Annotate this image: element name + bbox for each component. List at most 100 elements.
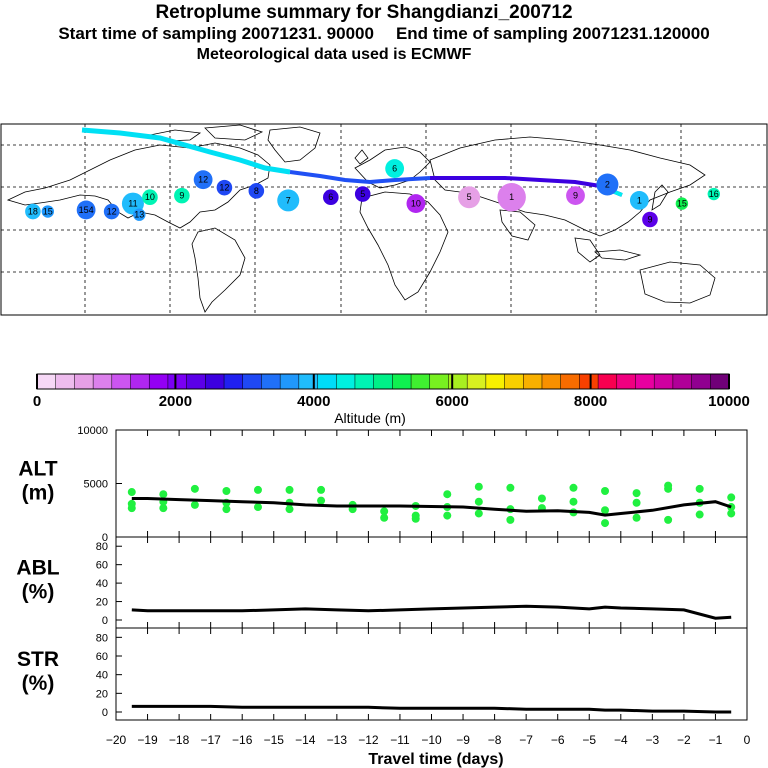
panel-alt: 0 5000 10000 ALT(m): [18, 425, 748, 544]
colorbar-swatch: [335, 373, 356, 390]
alt-point: [664, 515, 673, 524]
plume-number: 8: [254, 186, 259, 196]
alt-point: [632, 489, 641, 498]
panel-frame: [115, 536, 748, 629]
x-tick-label: −20: [106, 733, 127, 747]
colorbar-swatch: [579, 373, 599, 390]
colorbar-swatch: [560, 373, 580, 390]
plume-marker: 1: [629, 191, 649, 210]
plume-circle: [216, 179, 233, 196]
sampling-time-line: Start time of sampling 20071231. 90000 En…: [0, 24, 768, 44]
plume-marker: 1: [497, 183, 526, 212]
x-tick-label: −12: [358, 733, 379, 747]
alt-point: [474, 482, 483, 491]
alt-point: [506, 483, 515, 492]
plume-circle: [41, 205, 55, 218]
met-data-label: Meteorological data used is ECMWF: [196, 46, 472, 63]
map-frame: [0, 123, 768, 316]
abl-line: [131, 604, 732, 620]
alt-point: [380, 507, 389, 516]
plume-number: 11: [128, 199, 137, 209]
panel-abl: 0 20 40 60 80 ABL(%): [16, 536, 748, 629]
colorbar-swatch: [148, 373, 169, 390]
colorbar-swatch: [92, 373, 113, 390]
colorbar-swatch: [205, 373, 225, 390]
plume-circle: [174, 187, 190, 204]
plume-circle: [642, 211, 658, 228]
colorbar-swatch: [55, 373, 75, 390]
y-tick-label: 0: [102, 532, 108, 544]
colorbar-swatch: [74, 373, 94, 390]
x-tick-label: −3: [646, 733, 660, 747]
y-axis-label: (m): [22, 482, 55, 505]
plume-number: 5: [467, 192, 472, 202]
plume-marker: 9: [642, 211, 658, 228]
alt-point: [380, 513, 389, 522]
alt-point: [222, 486, 231, 495]
alt-point: [317, 485, 326, 494]
plume-marker: 13: [133, 208, 146, 221]
plume-marker: 154: [76, 200, 96, 220]
plume-number: 15: [43, 207, 53, 217]
alt-point: [222, 505, 231, 514]
colorbar-swatch: [167, 373, 188, 390]
plume-marker: 12: [103, 203, 120, 220]
y-tick-label: 80: [96, 632, 108, 644]
colorbar-tick-label: 2000: [159, 393, 192, 410]
colorbar-swatch: [223, 373, 244, 390]
plume-number: 10: [411, 199, 421, 209]
x-tick-label: −15: [264, 733, 285, 747]
x-tick-label: −5: [582, 733, 596, 747]
colorbar-label: Altitude (m): [334, 410, 406, 426]
alt-point: [695, 510, 704, 519]
y-axis-label: ALT: [18, 458, 57, 481]
x-tick-label: −11: [390, 733, 410, 747]
start-time-label: Start time of sampling 20071231. 90000: [58, 24, 374, 43]
y-tick-label: 60: [96, 560, 108, 572]
plume-marker: 9: [174, 187, 190, 204]
colorbar-swatch: [485, 373, 506, 390]
alt-point: [190, 484, 199, 493]
plume-number: 6: [328, 192, 333, 202]
alt-point: [159, 504, 168, 513]
x-tick-label: −2: [677, 733, 691, 747]
y-axis-label: (%): [22, 672, 55, 695]
alt-point: [569, 483, 578, 492]
plume-number: 12: [219, 183, 229, 193]
colorbar-swatch: [298, 373, 319, 390]
alt-point: [601, 519, 610, 528]
x-tick-label: −14: [295, 733, 316, 747]
colorbar-swatch: [279, 373, 300, 390]
plume-circle: [354, 186, 371, 202]
alt-point: [632, 498, 641, 507]
plume-marker: 15: [675, 197, 689, 210]
plume-circle: [76, 200, 96, 220]
alt-point: [285, 505, 294, 514]
plume-number: 1: [637, 195, 642, 205]
map-coastlines: [6, 124, 716, 313]
plume-circle: [142, 189, 158, 206]
altitude-colorbar: 0 2000 4000 6000 8000 10000: [33, 373, 750, 410]
x-tick-label: −6: [551, 733, 565, 747]
plume-number: 9: [573, 191, 578, 201]
alt-point: [632, 513, 641, 522]
y-tick-label: 10000: [77, 425, 108, 437]
plume-marker: 15: [41, 205, 55, 218]
y-tick-label: 40: [96, 670, 108, 682]
colorbar-tick-label: 6000: [436, 393, 469, 410]
alt-point: [695, 484, 704, 493]
plume-marker: 5: [354, 186, 371, 202]
alt-point: [253, 503, 262, 512]
alt-point: [317, 496, 326, 505]
plume-marker: 2: [596, 173, 619, 196]
plume-circle: [248, 183, 265, 199]
colorbar-swatch: [616, 373, 637, 390]
alt-point: [506, 515, 515, 524]
colorbar-swatch: [410, 373, 431, 390]
y-axis-label: STR: [17, 648, 59, 671]
panel-frame: [115, 429, 748, 538]
colorbar-tick-label: 10000: [708, 393, 750, 410]
x-tick-label: −9: [456, 733, 470, 747]
